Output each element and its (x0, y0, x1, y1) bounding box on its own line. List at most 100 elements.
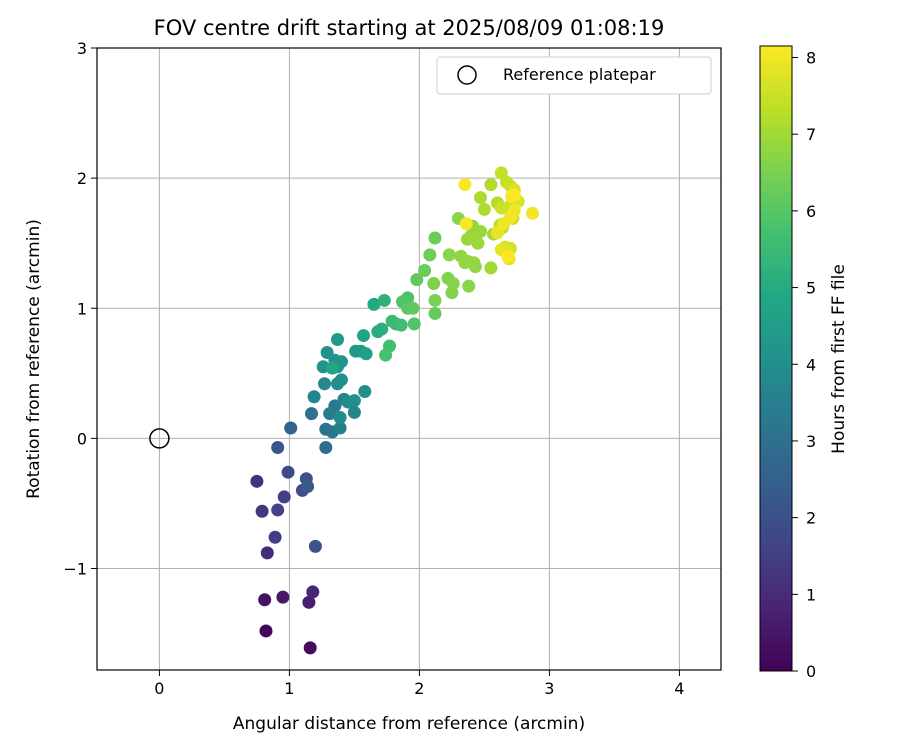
scatter-point (507, 204, 521, 218)
scatter-point (271, 440, 285, 454)
scatter-point (334, 373, 348, 387)
colorbar-tick-label: 7 (806, 125, 816, 144)
colorbar-tick-label: 3 (806, 432, 816, 451)
colorbar-ticks: 0 1 2 3 4 5 6 7 8 (792, 49, 816, 681)
y-axis-ticks: −1 0 1 2 3 (63, 39, 97, 579)
plot-frame (96, 47, 722, 671)
scatter-point (319, 440, 333, 454)
scatter-point (258, 593, 272, 607)
scatter-point (406, 301, 420, 315)
scatter-point (347, 405, 361, 419)
x-axis-label: Angular distance from reference (arcmin) (233, 714, 585, 734)
scatter-point (301, 480, 315, 494)
scatter-point (474, 191, 487, 205)
colorbar: 0 1 2 3 4 5 6 7 8 Hours from first FF file (759, 45, 849, 681)
y-tick-label: −1 (63, 560, 87, 579)
scatter-point (305, 407, 318, 421)
scatter-point (418, 264, 432, 278)
scatter-point (325, 361, 339, 375)
scatter-point (462, 279, 476, 293)
scatter-point (394, 318, 408, 332)
legend-reference-marker (457, 65, 477, 85)
scatter-point (255, 504, 269, 518)
scatter-point (427, 277, 441, 291)
scatter-point (501, 249, 515, 263)
scatter-point (307, 390, 321, 404)
scatter-point (446, 277, 460, 291)
scatter-point (303, 641, 317, 655)
reference-point (149, 428, 170, 449)
scatter-point (333, 411, 347, 425)
legend-entry-label: Reference platepar (503, 65, 656, 84)
scatter-point (268, 530, 282, 544)
scatter-point (276, 590, 290, 604)
scatter-point (428, 293, 442, 307)
scatter-point (484, 261, 498, 275)
chart-title: FOV centre drift starting at 2025/08/09 … (154, 16, 665, 40)
scatter-point (407, 317, 421, 331)
scatter-point (477, 202, 491, 216)
colorbar-tick-label: 1 (806, 585, 816, 604)
scatter-point (358, 385, 372, 399)
x-tick-label: 3 (544, 679, 554, 698)
y-axis-label: Rotation from reference (arcmin) (24, 219, 44, 499)
scatter-point (458, 256, 472, 270)
colorbar-tick-label: 2 (806, 509, 816, 528)
colorbar-label: Hours from first FF file (829, 264, 849, 454)
scatter-point (526, 206, 539, 220)
x-tick-label: 0 (154, 679, 164, 698)
scatter-point (250, 474, 264, 488)
scatter-point (379, 348, 393, 362)
y-tick-label: 3 (77, 39, 87, 58)
colorbar-tick-label: 4 (806, 355, 816, 374)
scatter-point (357, 329, 370, 343)
scatter-point (423, 248, 437, 262)
x-tick-label: 2 (414, 679, 424, 698)
x-tick-label: 4 (674, 679, 684, 698)
scatter-point (458, 178, 472, 192)
scatter-point (284, 421, 298, 435)
scatter-point (333, 421, 347, 435)
scatter-point (359, 347, 373, 361)
y-tick-label: 0 (77, 429, 87, 448)
scatter-point (331, 332, 344, 346)
colorbar-tick-label: 0 (806, 662, 816, 681)
scatter-point (459, 217, 473, 231)
scatter-point (442, 248, 456, 262)
scatter-point (323, 407, 337, 421)
scatter-point (410, 273, 424, 287)
scatter-point (318, 377, 331, 391)
colorbar-tick-label: 5 (806, 279, 816, 298)
scatter-point (306, 585, 320, 599)
scatter-point (428, 231, 442, 245)
scatter-point (375, 322, 389, 336)
scatter-point (302, 595, 316, 609)
reference-marker (149, 428, 170, 449)
colorbar-gradient (759, 45, 793, 672)
scatter-point (347, 394, 361, 408)
scatter-point (259, 624, 273, 638)
scatter-point (308, 539, 322, 553)
x-tick-label: 1 (284, 679, 294, 698)
scatter-point (377, 293, 391, 307)
scatter-point (428, 306, 442, 320)
scatter-points (250, 166, 539, 655)
legend: Reference platepar (436, 56, 712, 95)
x-axis-ticks: 0 1 2 3 4 (154, 670, 684, 698)
scatter-point (468, 260, 482, 274)
y-tick-label: 1 (77, 299, 87, 318)
scatter-point (507, 188, 521, 202)
scatter-point (260, 546, 274, 560)
y-tick-label: 2 (77, 169, 87, 188)
scatter-point (484, 178, 498, 192)
scatter-point (271, 503, 285, 517)
colorbar-tick-label: 6 (806, 202, 816, 221)
scatter-point (281, 465, 295, 479)
scatter-point (471, 236, 485, 250)
colorbar-tick-label: 8 (806, 49, 816, 68)
scatter-point (277, 490, 291, 504)
scatter-point (367, 297, 381, 311)
scatter-point (490, 226, 504, 240)
